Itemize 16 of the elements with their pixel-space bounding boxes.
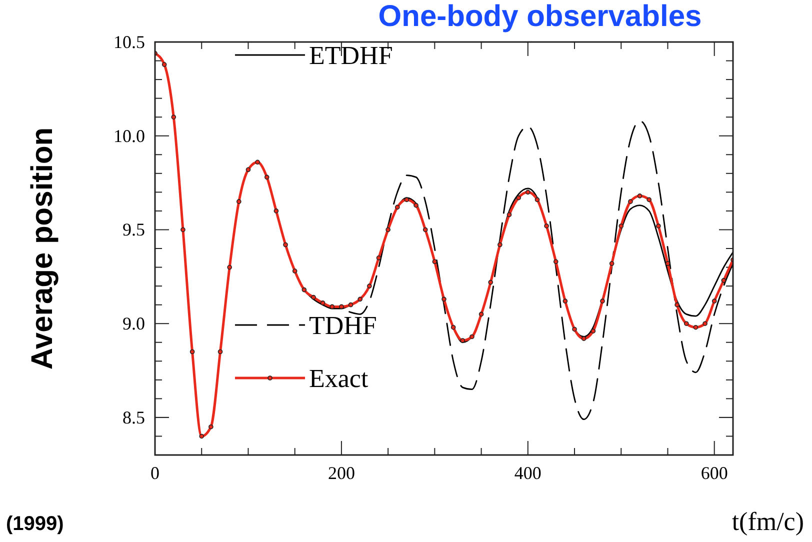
legend-label: TDHF <box>309 311 377 340</box>
y-tick-label: 9.5 <box>122 220 145 240</box>
x-tick-label: 400 <box>514 463 542 483</box>
legend-label: ETDHF <box>309 41 393 70</box>
y-tick-label: 8.5 <box>122 407 145 428</box>
x-tick-label: 600 <box>700 463 728 483</box>
legend-label: Exact <box>309 364 369 393</box>
chart-title: One-body observables <box>378 0 702 33</box>
y-tick-label: 10.5 <box>114 32 145 52</box>
text: (1999) <box>6 513 64 535</box>
y-axis-title: Average position <box>26 127 59 370</box>
x-tick-label: 200 <box>328 463 355 483</box>
y-tick-label: 10.0 <box>114 126 145 146</box>
y-tick-label: 9.0 <box>122 314 145 334</box>
x-tick-label: 0 <box>150 463 160 483</box>
x-axis-title: t(fm/c) <box>732 507 804 536</box>
